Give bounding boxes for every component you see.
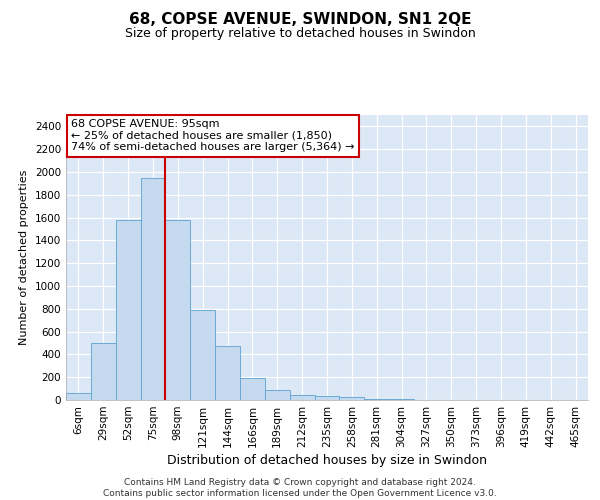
Bar: [140, 178, 166, 400]
Bar: [265, 390, 290, 400]
Bar: [364, 399, 389, 400]
Bar: [66, 393, 91, 400]
Bar: [240, 378, 265, 400]
Text: Size of property relative to detached houses in Swindon: Size of property relative to detached ho…: [125, 28, 475, 40]
Bar: [314, 396, 340, 400]
Bar: [166, 220, 190, 400]
Bar: [215, 346, 240, 400]
Text: 68, COPSE AVENUE, SWINDON, SN1 2QE: 68, COPSE AVENUE, SWINDON, SN1 2QE: [129, 12, 471, 28]
X-axis label: Distribution of detached houses by size in Swindon: Distribution of detached houses by size …: [167, 454, 487, 467]
Y-axis label: Number of detached properties: Number of detached properties: [19, 170, 29, 345]
Text: Contains HM Land Registry data © Crown copyright and database right 2024.
Contai: Contains HM Land Registry data © Crown c…: [103, 478, 497, 498]
Bar: [290, 395, 314, 400]
Bar: [116, 220, 140, 400]
Bar: [340, 397, 364, 400]
Text: 68 COPSE AVENUE: 95sqm
← 25% of detached houses are smaller (1,850)
74% of semi-: 68 COPSE AVENUE: 95sqm ← 25% of detached…: [71, 120, 355, 152]
Bar: [91, 343, 116, 400]
Bar: [190, 310, 215, 400]
